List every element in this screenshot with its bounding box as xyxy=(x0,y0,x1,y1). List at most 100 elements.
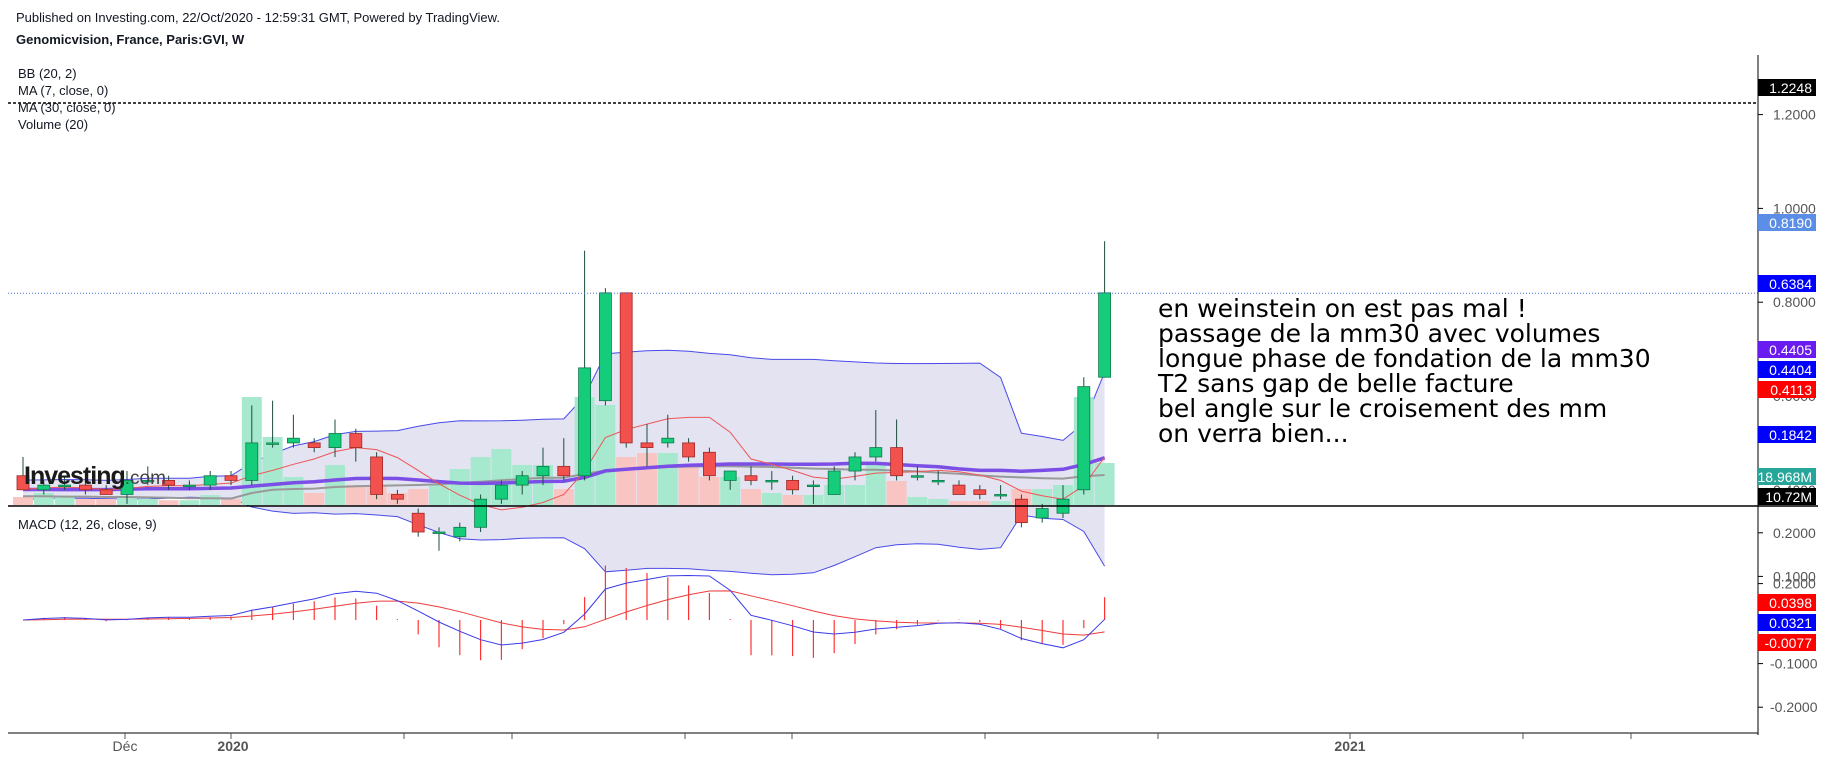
volume-bar xyxy=(865,465,886,505)
candle-body xyxy=(557,465,571,477)
indicator-ma30-label[interactable]: MA (30, close, 0) xyxy=(18,100,116,115)
candle-body xyxy=(162,480,176,486)
candle-body xyxy=(203,475,217,486)
candle-body xyxy=(765,480,779,483)
annotation-line: passage de la mm30 avec volumes xyxy=(1158,319,1601,348)
symbol-title: Genomicvision, France, Paris:GVI, W xyxy=(16,32,245,47)
volume-bar xyxy=(1032,489,1053,505)
ma7-line xyxy=(22,416,1106,511)
candle-body xyxy=(973,489,987,495)
candle-body xyxy=(599,292,612,402)
macd-badge-label: 0.0321 xyxy=(1769,615,1812,631)
candle-body xyxy=(432,531,446,534)
price-tick-label: 0.8000 xyxy=(1773,294,1816,310)
volume-bar xyxy=(720,477,741,505)
volume-bar xyxy=(221,499,241,505)
price-badge-label: 0.1842 xyxy=(1769,427,1812,443)
time-axis-label: 2021 xyxy=(1334,738,1365,754)
annotation-line: bel angle sur le croisement des mm xyxy=(1158,394,1608,423)
volume-bar xyxy=(158,500,179,505)
volume-bar xyxy=(616,457,637,505)
volume-bar xyxy=(553,489,574,505)
volume-bar xyxy=(137,499,158,505)
investing-logo: Investing.com xyxy=(24,462,166,490)
volume-bar xyxy=(179,500,200,505)
price-badge xyxy=(1758,214,1816,231)
candle-body xyxy=(141,480,155,483)
candle-body xyxy=(952,484,966,495)
volume-bar xyxy=(262,437,283,505)
indicator-volume-label[interactable]: Volume (20) xyxy=(18,117,89,132)
candle-body xyxy=(723,470,737,481)
candle-body xyxy=(266,442,280,445)
volume-bar xyxy=(699,477,720,505)
volume-bar xyxy=(345,485,366,505)
macd-tick-label: -0.1000 xyxy=(1770,656,1818,672)
volume-bar xyxy=(13,497,33,505)
candle-body xyxy=(807,484,820,488)
volume-bar xyxy=(304,493,325,505)
bollinger-upper-line xyxy=(22,349,1106,481)
volume-bar xyxy=(657,453,678,505)
volume-bar xyxy=(33,493,54,505)
time-axis-label: Déc xyxy=(113,738,138,754)
indicator-macd-label[interactable]: MACD (12, 26, close, 9) xyxy=(18,517,157,532)
volume-badge xyxy=(1758,468,1816,485)
volume-badge-label: 10.72M xyxy=(1765,489,1812,505)
candle-body xyxy=(661,437,675,444)
candle-body xyxy=(349,433,363,448)
volume-badge-label: 18.968M xyxy=(1758,469,1812,485)
macd-badge xyxy=(1758,594,1816,611)
candle-body xyxy=(390,494,404,500)
indicator-bb-label[interactable]: BB (20, 2) xyxy=(18,66,77,81)
macd-badge xyxy=(1758,634,1816,651)
price-badge-label: 0.8190 xyxy=(1769,215,1812,231)
candle-body xyxy=(182,484,196,488)
candle-body xyxy=(890,447,903,477)
macd-tick-label: 0.1000 xyxy=(1773,568,1816,584)
macd-tick-label: -0.2000 xyxy=(1770,699,1818,715)
annotation-line: longue phase de fondation de la mm30 xyxy=(1158,344,1651,373)
volume-bar xyxy=(54,497,75,505)
candle-body xyxy=(994,494,1007,497)
volume-bar xyxy=(741,489,761,505)
candle-body xyxy=(453,526,467,538)
macd-signal-line xyxy=(22,590,1105,636)
price-tick-label: 0.2000 xyxy=(1773,576,1816,592)
annotation-line: en weinstein on est pas mal ! xyxy=(1158,294,1527,323)
price-badge xyxy=(1758,79,1816,96)
macd-badge xyxy=(1758,614,1816,631)
indicator-ma7-label[interactable]: MA (7, close, 0) xyxy=(18,83,109,98)
price-badge xyxy=(1758,275,1816,292)
volume-bar xyxy=(782,495,803,505)
time-axis-label: 2020 xyxy=(217,738,248,754)
volume-bar xyxy=(845,485,865,505)
volume-bar xyxy=(678,465,699,505)
annotation-line: on verra bien... xyxy=(1158,419,1349,448)
volume-bar xyxy=(969,501,990,505)
candle-body xyxy=(744,475,758,481)
candle-body xyxy=(224,475,238,481)
price-badge xyxy=(1758,426,1816,443)
macd-badge-label: 0.0398 xyxy=(1769,595,1812,611)
macd-tick-label: 0.2000 xyxy=(1773,525,1816,541)
annotation-line: T2 sans gap de belle facture xyxy=(1158,369,1514,398)
volume-bar xyxy=(75,499,96,505)
volume-bar xyxy=(325,465,345,505)
candle-body xyxy=(494,484,508,500)
candle-body xyxy=(474,498,488,528)
candle-body xyxy=(786,480,799,491)
macd-line xyxy=(22,574,1105,649)
volume-bar xyxy=(928,499,949,505)
macd-badge-label: -0.0077 xyxy=(1765,635,1813,651)
candle-body xyxy=(848,456,862,472)
candle-body xyxy=(703,451,716,477)
volume-bar xyxy=(96,499,117,505)
candle-body xyxy=(931,480,945,483)
price-badge xyxy=(1758,381,1816,398)
candle-body xyxy=(16,475,30,491)
candle-body xyxy=(578,367,591,477)
volume-bar xyxy=(949,501,969,505)
annotation-text: en weinstein on est pas mal ! passage de… xyxy=(1158,296,1651,446)
volume-bar xyxy=(907,497,928,505)
